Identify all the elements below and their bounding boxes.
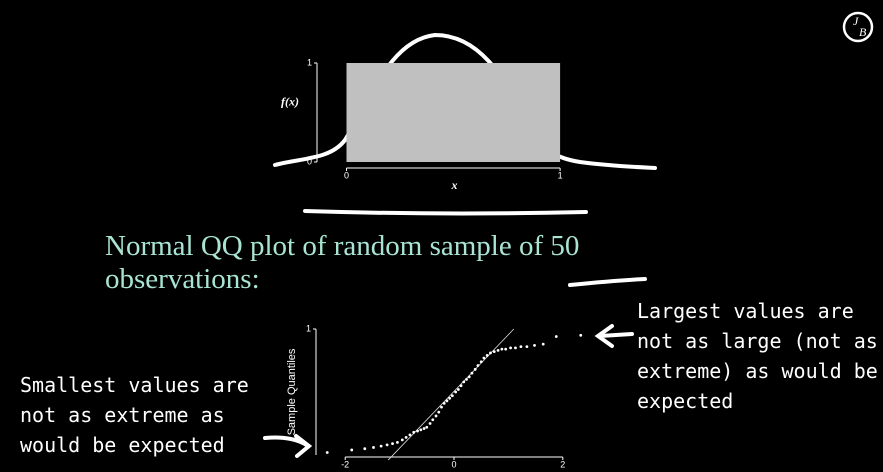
x-tick-label: 1 [558,170,563,180]
point [325,451,329,454]
point [391,442,394,446]
point [579,333,583,337]
point [428,422,432,425]
point [554,335,558,338]
point [476,364,480,367]
point [416,429,419,433]
point [431,418,435,422]
point [462,380,466,384]
point [465,378,468,381]
reference-line [387,328,515,461]
point [500,347,504,351]
point [519,345,523,349]
point [482,356,486,360]
y-axis-label: f(x) [281,94,299,108]
point [450,394,454,398]
point [379,444,383,448]
y-axis-label: Sample Quantiles [286,348,298,435]
hand-curve [273,32,657,170]
point [470,371,474,375]
x-tick-label: -2 [341,459,349,469]
underline [303,209,588,216]
point [422,427,426,430]
point [456,388,460,391]
point [445,399,449,403]
point [385,443,389,447]
point [363,447,367,451]
point [396,441,399,444]
point [533,343,536,347]
point [509,346,512,350]
point [350,448,354,452]
point [496,349,500,352]
point [473,367,477,371]
x-tick-label: 2 [560,459,565,469]
point [541,342,545,346]
heading: Normal QQ plot of random sample of 50 ob… [105,230,580,295]
x-tick-label: 0 [344,170,349,180]
x-axis-label: x [451,178,458,192]
annotation: Largest values are not as large (not as … [637,299,878,413]
point [525,345,529,349]
point [454,390,458,394]
arrow [263,434,313,458]
logo-ring [842,11,874,43]
point [440,405,443,409]
point [372,446,375,449]
logo-letter: B [859,25,867,39]
point [425,425,429,429]
y-tick-label: 1 [306,323,311,333]
point [400,438,404,442]
y-tick-label: 0 [307,156,312,166]
arrow [594,324,634,348]
point [442,401,446,405]
point [492,350,496,354]
point [437,410,441,414]
point [419,428,423,432]
point [408,433,412,437]
x-tick-label: 0 [451,459,456,469]
point [479,360,483,364]
point [412,430,416,434]
point [459,384,463,388]
point [489,351,492,355]
point [514,346,517,350]
logo-letter: J [853,14,859,28]
density-area [346,63,561,162]
annotation: Smallest values are not as extreme as wo… [20,373,249,457]
point [448,396,452,400]
point [504,347,508,351]
point [434,414,438,418]
point [467,375,471,379]
point [485,354,489,357]
y-tick-label: 1 [307,57,312,67]
underline [568,277,647,287]
point [404,435,408,439]
